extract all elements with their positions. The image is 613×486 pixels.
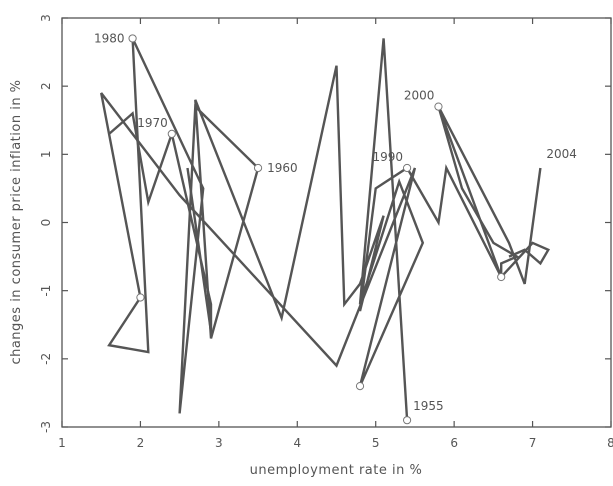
point-markers (128, 34, 506, 425)
x-tick-label: 6 (450, 436, 458, 450)
tick-marks (61, 17, 612, 428)
tick-labels: 1 2 3 4 5 6 7 8 -3 -2 -1 0 1 2 3 (39, 14, 613, 450)
y-tick-label: 2 (39, 82, 53, 90)
y-tick-label: -1 (39, 285, 53, 297)
x-axis-label: unemployment rate in % (250, 463, 423, 478)
x-tick-label: 8 (607, 436, 613, 450)
annotation-1990: 1990 (373, 150, 404, 164)
series-lines (100, 37, 551, 421)
year-annotations: 1980 1970 1960 1990 2000 2004 1955 (94, 31, 577, 413)
annotation-1970: 1970 (137, 116, 168, 130)
point-marker (128, 34, 137, 43)
point-marker (136, 293, 145, 302)
point-marker (167, 129, 176, 138)
y-tick-label: 3 (39, 14, 53, 22)
point-marker (253, 163, 263, 173)
series-line-1 (100, 37, 542, 421)
y-tick-label: 1 (39, 151, 53, 159)
x-tick-label: 4 (293, 436, 301, 450)
series-line-2 (108, 111, 213, 332)
x-tick-label: 2 (137, 436, 145, 450)
y-tick-label: -2 (39, 353, 53, 365)
x-tick-label: 5 (372, 436, 380, 450)
y-tick-label: -3 (39, 421, 53, 433)
point-marker (402, 163, 412, 173)
x-tick-label: 3 (215, 436, 223, 450)
x-tick-label: 1 (58, 436, 66, 450)
point-marker (355, 382, 365, 391)
annotation-2000: 2000 (404, 89, 435, 103)
point-marker (402, 416, 412, 425)
annotation-1960: 1960 (267, 161, 298, 175)
y-tick-label: 0 (39, 219, 53, 227)
point-marker (434, 102, 443, 111)
annotation-2004: 2004 (546, 147, 577, 161)
point-marker (497, 272, 506, 282)
annotation-1955: 1955 (413, 399, 444, 413)
series-line-3 (437, 106, 551, 281)
x-tick-label: 7 (529, 436, 537, 450)
annotation-1980: 1980 (94, 31, 125, 45)
y-axis-label: changes in consumer price inflation in % (9, 79, 24, 364)
